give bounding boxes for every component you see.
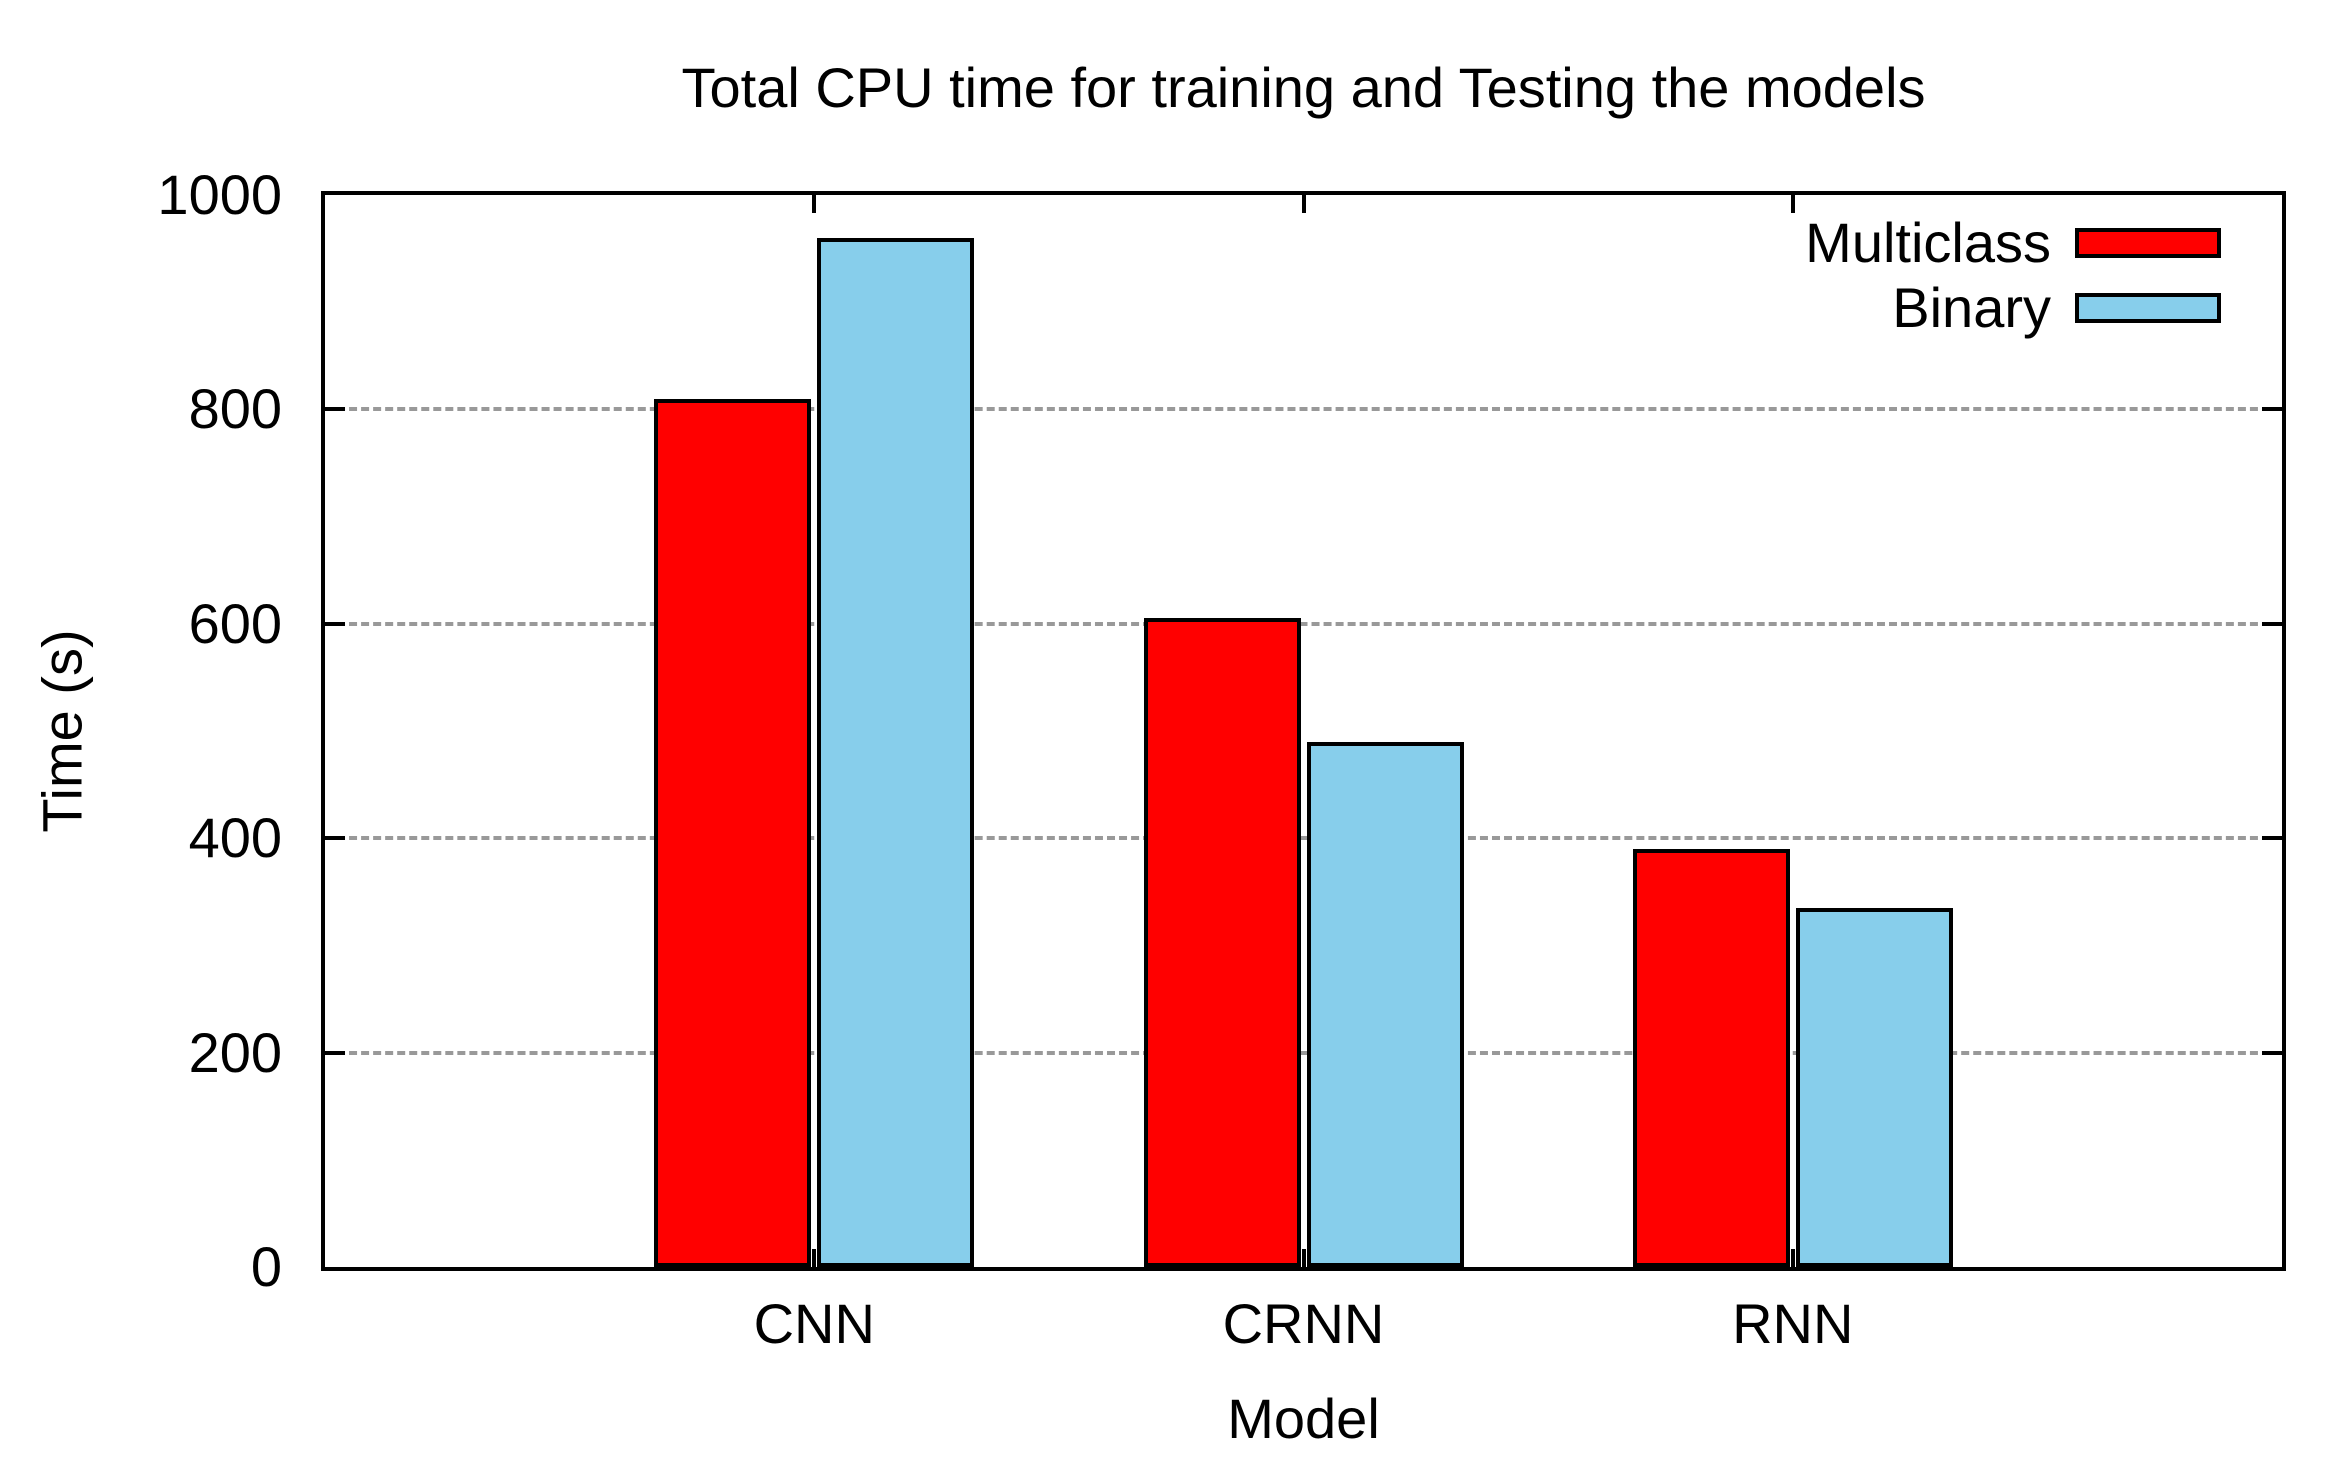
y-tick-label-400: 400 (188, 806, 282, 870)
y-tick-right-400 (2262, 836, 2282, 841)
bar-crnn-binary (1306, 742, 1464, 1267)
legend-label-multiclass: Multiclass (1805, 211, 2051, 274)
y-tick-label-600: 600 (188, 591, 282, 655)
bar-rnn-multiclass (1632, 849, 1790, 1267)
gridline-200 (325, 1050, 2282, 1055)
y-tick-label-200: 200 (188, 1020, 282, 1084)
bar-cnn-binary (817, 238, 975, 1267)
y-axis-title: Time (s) (30, 629, 94, 833)
gridline-400 (325, 836, 2282, 841)
chart-title: Total CPU time for training and Testing … (681, 56, 1926, 119)
y-tick-label-1000: 1000 (157, 163, 282, 226)
y-tick-right-800 (2262, 407, 2282, 412)
y-tick-label-800: 800 (188, 377, 282, 441)
y-tick-left-800 (325, 407, 345, 412)
y-tick-left-600 (325, 621, 345, 626)
bar-crnn-multiclass (1143, 618, 1301, 1267)
x-category-label-rnn: RNN (1732, 1292, 1854, 1355)
legend-label-binary: Binary (1892, 276, 2051, 339)
y-tick-label-0: 0 (250, 1235, 282, 1298)
x-tick-bottom-rnn (1790, 1249, 1795, 1267)
x-tick-top-crnn (1301, 195, 1306, 213)
plot-area: Multiclass Binary (321, 191, 2286, 1271)
bar-cnn-multiclass (654, 399, 812, 1267)
legend: Multiclass Binary (1805, 211, 2221, 358)
x-tick-bottom-cnn (812, 1249, 817, 1267)
y-tick-left-200 (325, 1050, 345, 1055)
legend-swatch-binary (2075, 293, 2221, 323)
bar-rnn-binary (1795, 908, 1953, 1267)
legend-item-binary: Binary (1805, 276, 2221, 339)
legend-item-multiclass: Multiclass (1805, 211, 2221, 274)
x-tick-bottom-crnn (1301, 1249, 1306, 1267)
gridline-600 (325, 621, 2282, 626)
legend-swatch-multiclass (2075, 228, 2221, 258)
gridline-800 (325, 407, 2282, 412)
y-tick-left-400 (325, 836, 345, 841)
x-category-label-crnn: CRNN (1222, 1292, 1385, 1355)
x-category-label-cnn: CNN (753, 1292, 875, 1355)
x-tick-top-rnn (1790, 195, 1795, 213)
x-axis-title: Model (1227, 1387, 1380, 1450)
y-tick-right-200 (2262, 1050, 2282, 1055)
y-tick-right-600 (2262, 621, 2282, 626)
x-tick-top-cnn (812, 195, 817, 213)
